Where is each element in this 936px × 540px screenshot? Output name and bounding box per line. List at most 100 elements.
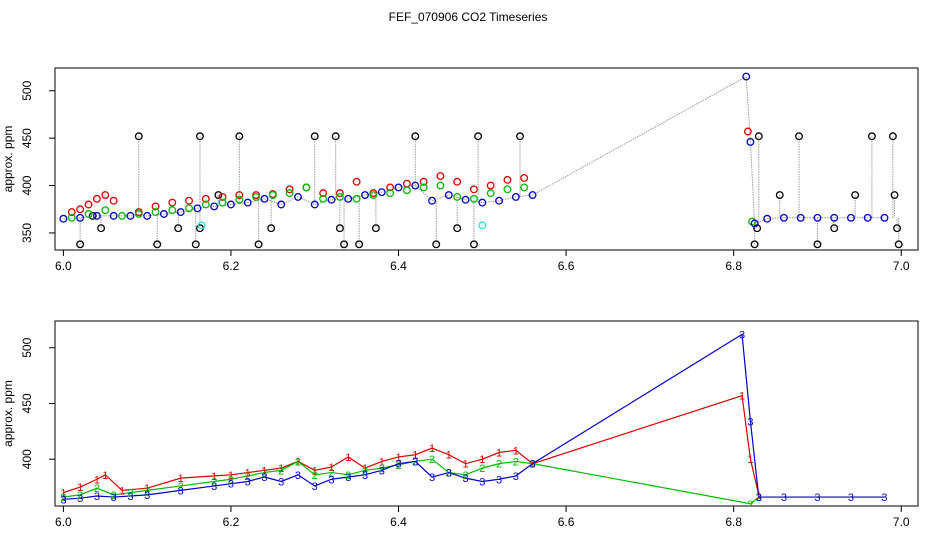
bottom-marker-series-2: 2 bbox=[429, 454, 435, 466]
top-point-red bbox=[185, 196, 194, 205]
bottom-marker-series-2: 2 bbox=[513, 456, 519, 468]
bottom-marker-series-1: 1 bbox=[513, 445, 519, 457]
top-point-black bbox=[254, 240, 263, 249]
top-point-green bbox=[101, 206, 110, 215]
top-point-green bbox=[520, 183, 529, 192]
bottom-marker-series-3: 3 bbox=[446, 468, 452, 480]
top-point-blue bbox=[277, 200, 286, 209]
top-point-blue bbox=[310, 200, 319, 209]
top-point-blue bbox=[830, 213, 839, 222]
bottom-marker-series-1: 1 bbox=[739, 391, 745, 403]
top-point-black bbox=[813, 240, 822, 249]
bottom-marker-series-1: 1 bbox=[119, 485, 125, 497]
bottom-marker-series-3: 3 bbox=[178, 485, 184, 497]
bottom-marker-series-1: 1 bbox=[278, 463, 284, 475]
top-point-green bbox=[503, 185, 512, 194]
bottom-ytick-label: 500 bbox=[20, 337, 34, 357]
top-point-green bbox=[402, 186, 411, 195]
bottom-marker-series-3: 3 bbox=[814, 492, 820, 504]
top-point-red bbox=[151, 202, 160, 211]
bottom-xtick-label: 6.2 bbox=[223, 515, 240, 529]
top-point-black bbox=[894, 240, 903, 249]
bottom-marker-series-2: 2 bbox=[395, 460, 401, 472]
top-point-blue bbox=[193, 204, 202, 213]
bottom-marker-series-3: 3 bbox=[395, 459, 401, 471]
top-point-red bbox=[84, 200, 93, 209]
bottom-marker-series-2: 2 bbox=[245, 471, 251, 483]
top-point-red bbox=[92, 194, 101, 203]
bottom-marker-series-3: 3 bbox=[94, 491, 100, 503]
bottom-marker-series-1: 1 bbox=[756, 490, 762, 502]
top-point-blue bbox=[92, 211, 101, 220]
bottom-marker-series-2: 2 bbox=[496, 459, 502, 471]
bottom-marker-series-1: 1 bbox=[412, 450, 418, 462]
top-ytick-label: 500 bbox=[20, 80, 34, 100]
bottom-marker-series-3: 3 bbox=[211, 481, 217, 493]
top-point-cyan bbox=[478, 221, 487, 230]
bottom-marker-series-3: 3 bbox=[530, 459, 536, 471]
top-point-blue bbox=[763, 214, 772, 223]
top-point-green bbox=[118, 211, 126, 220]
bottom-marker-series-1: 1 bbox=[94, 474, 100, 486]
top-point-red bbox=[352, 177, 361, 186]
top-point-black bbox=[153, 240, 162, 249]
top-plot-area bbox=[59, 72, 903, 249]
bottom-marker-series-3: 3 bbox=[429, 472, 435, 484]
bottom-marker-series-3: 3 bbox=[127, 491, 133, 503]
top-point-green bbox=[134, 210, 143, 218]
top-point-blue bbox=[461, 195, 470, 204]
top-point-blue bbox=[59, 214, 68, 223]
bottom-marker-series-3: 3 bbox=[479, 476, 485, 488]
top-ytick-label: 450 bbox=[20, 128, 34, 148]
top-panel: 6.0 6.2 6.4 6.6 6.8 7.0 350 400 450 500 approx. pp… bbox=[1, 67, 919, 273]
bottom-marker-series-3: 3 bbox=[379, 465, 385, 477]
bottom-marker-series-2: 2 bbox=[756, 492, 762, 504]
top-point-blue bbox=[444, 191, 453, 199]
top-point-green bbox=[84, 210, 93, 218]
top-point-red bbox=[67, 208, 76, 217]
top-xtick-label: 6.8 bbox=[725, 259, 742, 273]
top-point-black bbox=[888, 132, 897, 141]
top-point-green bbox=[386, 189, 395, 198]
top-point-green bbox=[469, 194, 478, 203]
top-point-green bbox=[419, 183, 428, 192]
bottom-marker-series-3: 3 bbox=[747, 416, 753, 428]
bottom-marker-series-1: 1 bbox=[379, 456, 385, 468]
top-point-blue bbox=[746, 137, 755, 146]
top-xtick-label: 6.4 bbox=[390, 259, 407, 273]
top-point-blue bbox=[143, 211, 152, 220]
top-point-black bbox=[134, 132, 143, 141]
top-point-black bbox=[754, 132, 763, 141]
bottom-marker-series-1: 1 bbox=[228, 470, 234, 482]
bottom-marker-series-2: 2 bbox=[379, 463, 385, 475]
top-point-black bbox=[214, 191, 223, 199]
bottom-marker-series-1: 1 bbox=[261, 465, 267, 477]
top-point-blue bbox=[210, 202, 219, 211]
top-point-blue bbox=[243, 198, 252, 207]
top-point-blue bbox=[294, 192, 302, 201]
top-point-blue bbox=[126, 211, 135, 220]
top-point-black bbox=[235, 132, 244, 141]
bottom-marker-series-3: 3 bbox=[412, 456, 418, 468]
bottom-marker-series-1: 1 bbox=[60, 488, 66, 500]
bottom-marker-series-3: 3 bbox=[496, 474, 502, 486]
top-point-red bbox=[520, 174, 529, 182]
bottom-marker-series-2: 2 bbox=[211, 476, 217, 488]
bottom-marker-series-1: 1 bbox=[395, 452, 401, 464]
top-point-blue bbox=[813, 213, 822, 222]
bottom-marker-series-3: 3 bbox=[462, 473, 468, 485]
top-point-green bbox=[369, 191, 378, 199]
bottom-marker-series-3: 3 bbox=[362, 470, 368, 482]
top-xtick-label: 6.2 bbox=[223, 259, 240, 273]
top-point-red bbox=[235, 191, 244, 199]
top-plot-frame bbox=[54, 67, 919, 251]
bottom-marker-series-1: 1 bbox=[429, 443, 435, 455]
bottom-marker-series-1: 1 bbox=[328, 462, 334, 474]
bottom-marker-series-2: 2 bbox=[178, 481, 184, 493]
bottom-marker-series-3: 3 bbox=[60, 494, 66, 506]
top-point-blue bbox=[394, 183, 403, 192]
top-point-black bbox=[76, 240, 85, 249]
top-point-green bbox=[218, 198, 227, 207]
bottom-marker-series-2: 2 bbox=[412, 456, 418, 468]
top-point-black bbox=[310, 132, 319, 141]
